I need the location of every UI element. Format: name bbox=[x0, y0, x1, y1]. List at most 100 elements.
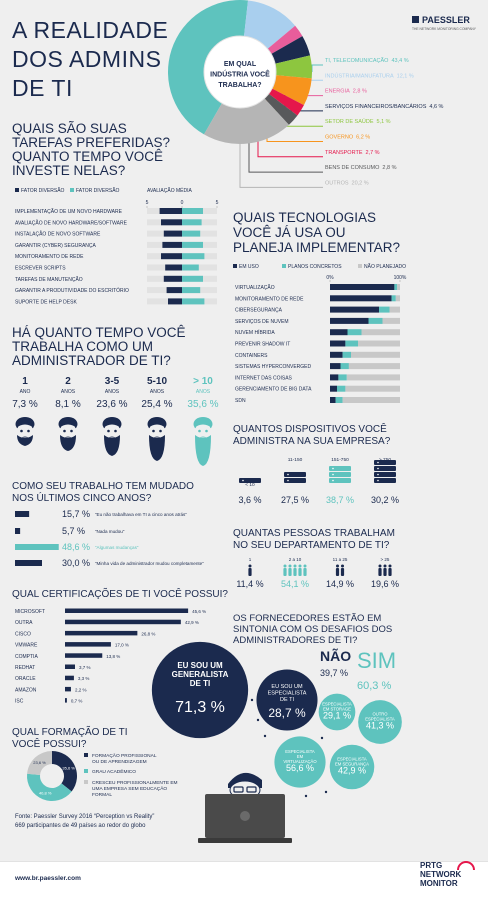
task-bar bbox=[182, 208, 203, 214]
cert-bar bbox=[65, 664, 75, 669]
specialty-value: 41,3 % bbox=[366, 721, 394, 731]
source: Fonte: Paessler Survey 2016 “Perception … bbox=[15, 814, 154, 820]
person-body bbox=[283, 568, 287, 576]
face-beard bbox=[195, 435, 211, 466]
tech-bar bbox=[342, 351, 351, 358]
face-eye bbox=[27, 429, 30, 433]
face-moustache bbox=[199, 436, 207, 438]
product-logo: MONITOR bbox=[420, 879, 458, 888]
device-range: 11-150 bbox=[288, 457, 303, 463]
year-unit: ANO bbox=[20, 389, 31, 395]
industry-value: 2,7 % bbox=[366, 150, 380, 156]
industry-segment bbox=[204, 98, 289, 145]
legend-label: PLANOS CONCRETOS bbox=[288, 264, 342, 270]
tech-bar bbox=[330, 284, 395, 290]
legend-swatch bbox=[282, 264, 286, 268]
industry-segment bbox=[268, 88, 304, 116]
server-icon bbox=[329, 466, 351, 471]
tech-bar bbox=[358, 340, 400, 347]
cert-label: OUTRA bbox=[15, 620, 33, 626]
server-icon bbox=[284, 472, 306, 477]
task-bar bbox=[161, 219, 182, 226]
industry-segment bbox=[271, 36, 311, 64]
axis-title: AVALIAÇÃO MÉDIA bbox=[147, 187, 192, 194]
generalist-label: DE TI bbox=[190, 679, 210, 688]
tech-bar bbox=[345, 385, 400, 392]
server-light bbox=[377, 473, 379, 476]
logo: PAESSLER bbox=[422, 15, 470, 25]
face-hair-top bbox=[148, 421, 166, 428]
education-label: UMA EMPRESA SEM EDUCAÇÃO bbox=[92, 785, 167, 792]
tech-bar bbox=[330, 306, 379, 313]
section-title: QUAIS TECNOLOGIAS bbox=[233, 210, 376, 225]
tech-bar bbox=[330, 385, 337, 392]
person-head bbox=[341, 564, 344, 568]
legend-swatch bbox=[84, 769, 88, 773]
task-bar bbox=[159, 208, 182, 214]
change-bar bbox=[15, 528, 21, 534]
tech-bar bbox=[342, 397, 400, 403]
tech-label: SERVIÇOS DE NUVEM bbox=[235, 319, 289, 325]
cert-value: 26,8 % bbox=[141, 631, 155, 636]
cert-value: 42,9 % bbox=[185, 620, 199, 625]
industry-segment bbox=[271, 75, 312, 106]
cert-label: REDHAT bbox=[15, 665, 35, 671]
device-range: 151-750 bbox=[331, 457, 349, 463]
industry-question: INDÚSTRIA VOCÊ bbox=[210, 70, 270, 79]
specialist-value: 28,7 % bbox=[268, 706, 306, 720]
tech-bar bbox=[347, 329, 362, 336]
specialty-value: 29,1 % bbox=[323, 711, 351, 721]
task-bar bbox=[182, 287, 201, 294]
vendors-no: NÃO bbox=[320, 647, 351, 664]
year-unit: ANOS bbox=[150, 389, 165, 395]
people-range: 11 a 25 bbox=[333, 557, 348, 562]
specialty-bubble bbox=[358, 700, 402, 744]
task-label: IMPLEMENTAÇÃO DE UM NOVO HARDWARE bbox=[15, 208, 123, 215]
year-share: 35,6 % bbox=[187, 399, 218, 410]
generalist-label: EU SOU UM bbox=[177, 661, 223, 670]
industry-value: 4,6 % bbox=[429, 104, 443, 110]
legend-swatch bbox=[70, 188, 74, 192]
task-bar bbox=[168, 298, 182, 305]
server-icon bbox=[284, 478, 306, 483]
tech-label: SDN bbox=[235, 398, 246, 404]
year-range: 3-5 bbox=[105, 376, 120, 387]
face-moustache bbox=[108, 436, 116, 438]
tech-bar bbox=[348, 363, 400, 370]
tech-bar bbox=[337, 385, 346, 392]
industry-name: TRANSPORTE bbox=[325, 150, 363, 156]
participants: 669 participantes de 49 países ao redor … bbox=[15, 823, 146, 829]
logo-tagline: THE NETWORK MONITORING COMPANY bbox=[412, 27, 477, 31]
person-head bbox=[288, 564, 292, 568]
section-title: QUAL FORMAÇÃO DE TI bbox=[12, 725, 128, 738]
legend-swatch bbox=[15, 188, 19, 192]
industry-question: TRABALHA? bbox=[218, 82, 261, 89]
specialty-label: ESPECIALISTA bbox=[337, 757, 367, 762]
tech-bar bbox=[346, 374, 400, 381]
decor-dot bbox=[250, 698, 254, 702]
cert-bar bbox=[65, 686, 71, 692]
server-light bbox=[287, 473, 289, 476]
industry-segment bbox=[168, 0, 249, 135]
people-share: 19,6 % bbox=[371, 579, 399, 589]
section-title: VOCÊ JÁ USA OU bbox=[233, 225, 346, 240]
education-label: GRAU ACADÊMICO bbox=[92, 767, 136, 775]
industry-value: 5,1 % bbox=[377, 119, 391, 125]
tech-bar bbox=[330, 340, 346, 347]
section-title: NOS ÚLTIMOS CINCO ANOS? bbox=[12, 491, 152, 504]
tech-bar bbox=[351, 351, 400, 358]
cert-value: 13,8 % bbox=[106, 654, 120, 659]
face-eye bbox=[159, 429, 162, 433]
tech-bar bbox=[361, 329, 400, 336]
change-quote: “Algumas mudanças” bbox=[95, 545, 139, 550]
person-head bbox=[303, 564, 307, 568]
tech-label: MONITORAMENTO DE REDE bbox=[235, 296, 304, 302]
vendors-yes-value: 60,3 % bbox=[357, 680, 391, 692]
people-share: 14,9 % bbox=[326, 579, 354, 589]
year-unit: ANOS bbox=[196, 389, 211, 395]
face bbox=[149, 422, 165, 442]
face-eye bbox=[107, 429, 110, 433]
tech-label: GERENCIAMENTO DE BIG DATA bbox=[235, 387, 312, 393]
people-share: 11,4 % bbox=[236, 579, 263, 589]
